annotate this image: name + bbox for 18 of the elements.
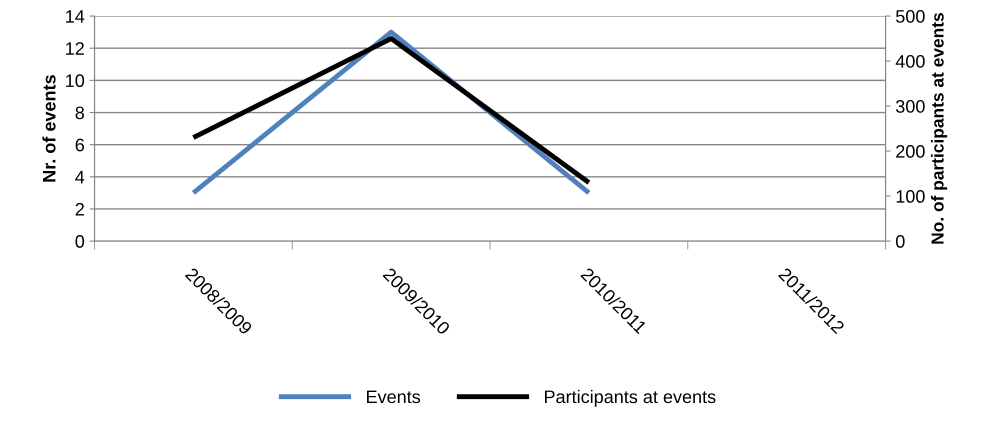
y2-tick-label: 400 — [896, 55, 925, 68]
y-tick-label: 8 — [76, 106, 84, 120]
y2-tick-label: 300 — [896, 100, 925, 113]
y2-tick-label: 500 — [896, 10, 925, 23]
y-tick-label: 0 — [75, 235, 84, 248]
y2-axis-title: No. of participants at events — [930, 13, 948, 244]
y2-tick-label: 200 — [896, 145, 925, 158]
y-tick-label: 6 — [76, 138, 84, 152]
y-tick-label: 12 — [66, 42, 84, 55]
legend-label: Events — [367, 390, 420, 404]
y2-tick-label: 100 — [896, 190, 925, 203]
legend-label: Participants at events — [544, 390, 716, 407]
y-tick-label: 4 — [75, 170, 84, 184]
y-tick-label: 10 — [66, 74, 84, 88]
y2-tick-label: 0 — [896, 235, 905, 248]
y-tick-label: 2 — [76, 202, 84, 216]
y-tick-label: 14 — [66, 10, 84, 23]
y-axis-title: Nr. of events — [42, 75, 56, 182]
